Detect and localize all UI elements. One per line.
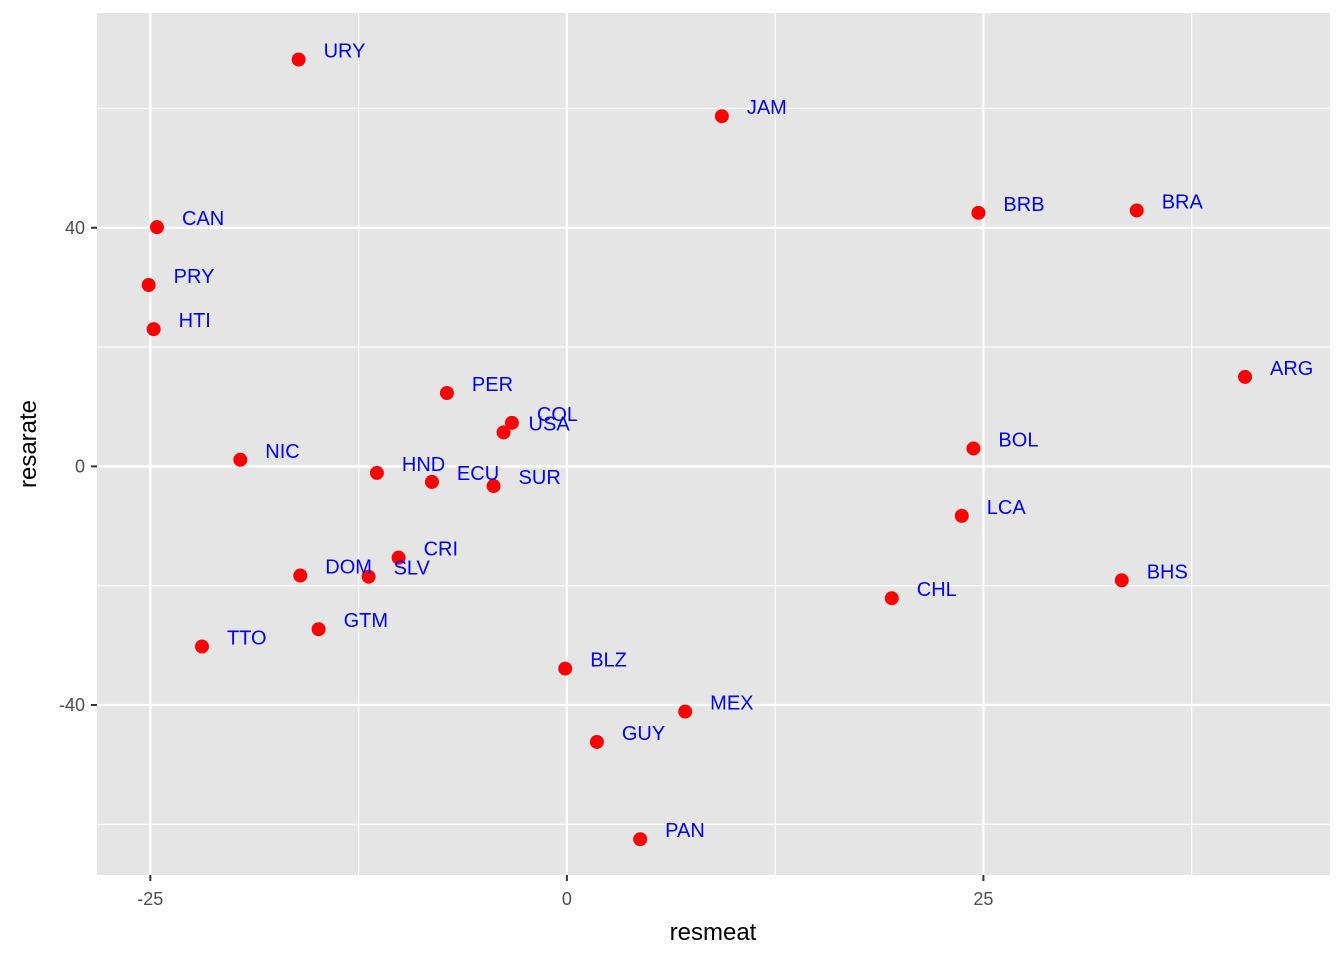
x-axis-ticks: -25 0 25 [137, 875, 993, 909]
data-point [884, 591, 899, 606]
data-point-label: JAM [747, 97, 787, 119]
data-point-label: BOL [998, 429, 1038, 451]
data-point [141, 278, 156, 293]
data-point-label: HTI [179, 310, 211, 332]
data-point [633, 832, 648, 847]
x-axis-title: resmeat [670, 919, 757, 946]
data-point-label: SLV [394, 558, 431, 580]
plot-panel [97, 13, 1330, 875]
data-point-label: GUY [622, 723, 665, 745]
data-point [311, 622, 326, 637]
x-tick-label: -25 [137, 889, 163, 909]
data-point [146, 322, 161, 337]
data-point [966, 441, 981, 456]
data-point-label: SUR [519, 467, 561, 489]
data-point [369, 465, 384, 480]
data-point [496, 425, 511, 440]
y-tick-label: 0 [75, 456, 85, 476]
data-point-label: CRI [424, 539, 458, 561]
data-point-label: PRY [174, 266, 215, 288]
data-point [293, 568, 308, 583]
data-point [1238, 369, 1253, 384]
data-point-label: BLZ [590, 650, 627, 672]
data-point-label: CAN [182, 208, 224, 230]
data-point-label: URY [324, 41, 366, 63]
y-axis-title: resarate [15, 400, 42, 488]
data-point [1114, 573, 1129, 588]
y-tick-label: -40 [59, 695, 85, 715]
data-point-label: USA [529, 413, 571, 435]
data-points [141, 52, 1253, 847]
x-tick-label: 0 [562, 889, 572, 909]
data-point-label: CHL [917, 579, 957, 601]
data-point [486, 479, 501, 494]
data-point [558, 661, 573, 676]
data-point-label: GTM [344, 610, 388, 632]
data-point [391, 550, 406, 565]
minor-gridlines [97, 13, 1330, 875]
data-point [233, 452, 248, 467]
data-point [504, 415, 519, 430]
data-point [424, 474, 439, 489]
data-point-label: PAN [665, 820, 705, 842]
data-point-label: PER [472, 374, 513, 396]
x-tick-label: 25 [973, 889, 993, 909]
data-point [1129, 203, 1144, 218]
data-point [194, 639, 209, 654]
data-point-label: ECU [457, 463, 499, 485]
data-point [589, 734, 604, 749]
y-tick-label: 40 [65, 218, 85, 238]
data-point-label: BHS [1147, 561, 1188, 583]
data-point-label: ARG [1270, 358, 1313, 380]
data-point-label: BRA [1162, 191, 1204, 213]
major-gridlines [97, 13, 1330, 875]
data-point-label: DOM [325, 557, 372, 579]
data-point [714, 109, 729, 124]
data-point-label: BRB [1003, 194, 1044, 216]
data-point [291, 52, 306, 67]
data-point-label: HND [402, 454, 445, 476]
data-point [678, 704, 693, 719]
data-point-label: MEX [710, 693, 753, 715]
data-point-label: TTO [227, 628, 267, 650]
data-point-label: COL [537, 404, 578, 426]
data-point [149, 220, 164, 235]
data-point [954, 508, 969, 523]
data-point-label: LCA [987, 497, 1027, 519]
data-point [361, 569, 376, 584]
y-axis-ticks: -40 0 40 [59, 218, 97, 715]
data-point-label: NIC [265, 441, 299, 463]
data-point [971, 205, 986, 220]
data-point [439, 385, 454, 400]
